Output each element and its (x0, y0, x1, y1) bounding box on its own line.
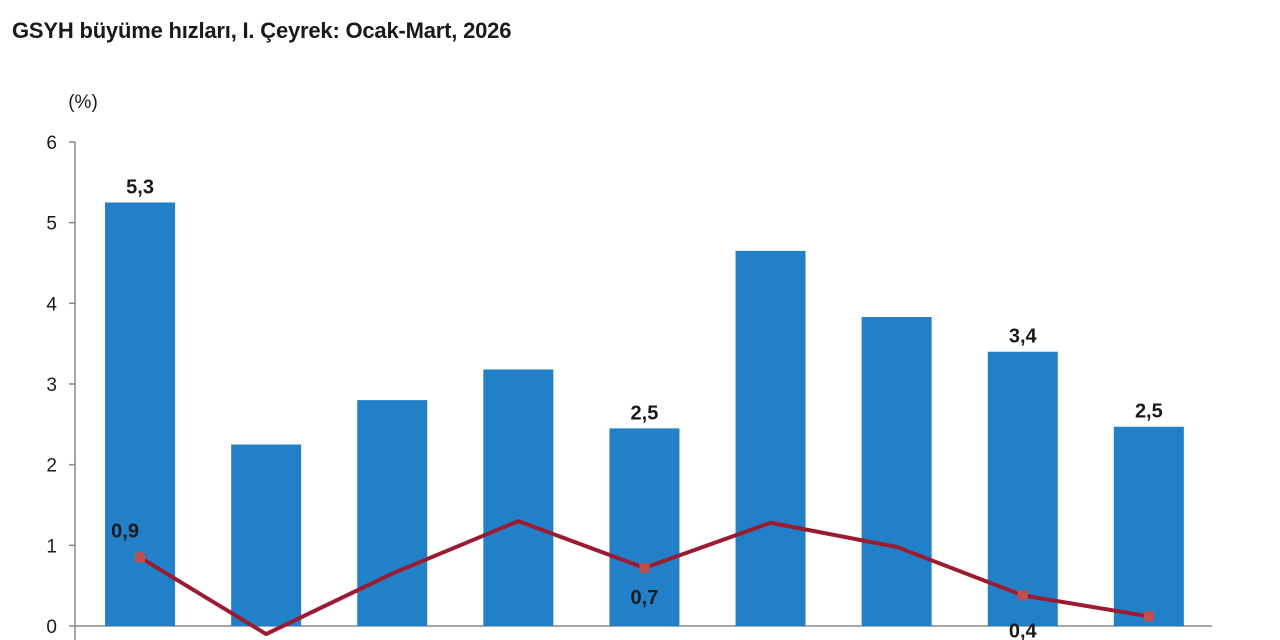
line-marker (135, 552, 146, 563)
bar-value-label: 2,5 (1135, 401, 1163, 423)
bar-value-label: 2,5 (631, 402, 659, 424)
line-marker (1017, 590, 1028, 601)
y-tick-label: 5 (46, 214, 57, 235)
bar-value-label: 5,3 (126, 176, 154, 198)
line-value-label: 0,4 (1009, 620, 1038, 640)
bar (987, 351, 1058, 626)
y-tick-label: 6 (46, 133, 57, 154)
bar (1113, 426, 1184, 626)
bar (105, 202, 176, 627)
bar (357, 400, 428, 626)
bar (231, 444, 302, 626)
bar (483, 369, 554, 626)
y-tick-label: 3 (46, 375, 57, 396)
y-tick-label: 1 (46, 536, 57, 557)
line-marker (1143, 611, 1154, 622)
bar (735, 250, 806, 626)
y-tick-label: 4 (46, 294, 57, 315)
bar-series (105, 202, 1184, 627)
line-value-label: 0,9 (111, 520, 139, 542)
bar (861, 317, 932, 626)
line-value-label: 0,7 (631, 587, 659, 609)
chart-title: GSYH büyüme hızları, I. Çeyrek: Ocak-Mar… (12, 18, 512, 43)
y-tick-label: 0 (46, 617, 57, 638)
y-axis-label: (%) (68, 92, 98, 113)
bar-value-label: 3,4 (1009, 326, 1038, 348)
line-series (135, 519, 1154, 637)
bar (609, 428, 680, 626)
line-marker (639, 562, 650, 573)
y-tick-label: 2 (46, 456, 57, 477)
data-labels: 5,32,53,42,50,90,70,40,1 (111, 176, 1163, 640)
